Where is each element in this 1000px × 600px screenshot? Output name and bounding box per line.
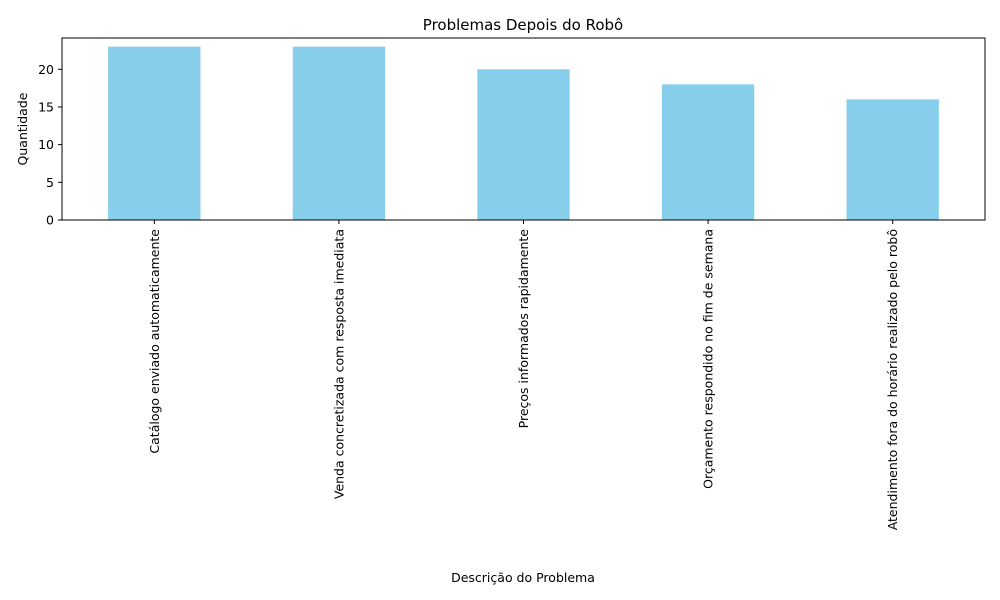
y-tick-label: 20 bbox=[38, 62, 54, 77]
y-tick-label: 15 bbox=[38, 99, 54, 114]
y-tick-label: 5 bbox=[46, 175, 54, 190]
bars-group bbox=[108, 46, 939, 220]
bar-3 bbox=[477, 69, 570, 220]
x-tick-label: Venda concretizada com resposta imediata bbox=[331, 229, 346, 499]
y-axis: 0 5 10 15 20 bbox=[38, 62, 62, 228]
x-tick-label: Atendimento fora do horário realizado pe… bbox=[885, 229, 900, 530]
bar-1 bbox=[108, 46, 201, 220]
bar-2 bbox=[292, 46, 386, 220]
x-tick-label: Catálogo enviado automaticamente bbox=[147, 229, 162, 454]
y-tick-label: 10 bbox=[38, 137, 54, 152]
x-tick-label: Preços informados rapidamente bbox=[516, 229, 531, 429]
x-axis: Catálogo enviado automaticamente Venda co… bbox=[147, 220, 900, 530]
bar-5 bbox=[846, 99, 939, 220]
x-tick-label: Orçamento respondido no fim de semana bbox=[701, 229, 716, 489]
x-axis-title: Descrição do Problema bbox=[451, 570, 595, 585]
y-axis-title: Quantidade bbox=[15, 92, 30, 165]
y-tick-label: 0 bbox=[46, 213, 54, 228]
bar-4 bbox=[661, 84, 755, 220]
chart-title: Problemas Depois do Robô bbox=[423, 16, 623, 34]
